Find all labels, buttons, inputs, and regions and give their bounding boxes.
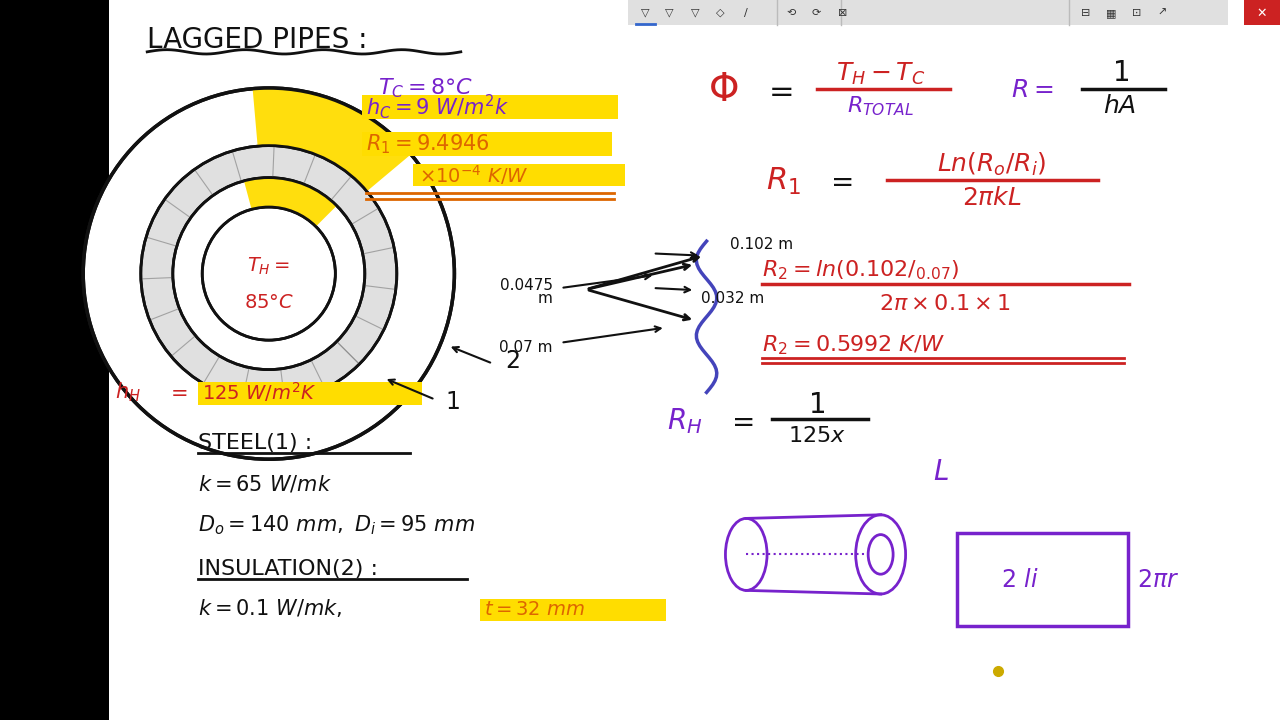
- Text: $L$: $L$: [933, 458, 948, 485]
- Bar: [362, 95, 618, 119]
- Ellipse shape: [173, 178, 365, 369]
- Ellipse shape: [202, 207, 335, 340]
- Text: ⟳: ⟳: [812, 8, 822, 18]
- Text: $125x$: $125x$: [787, 426, 846, 446]
- Text: $R = $: $R = $: [1011, 78, 1053, 102]
- Polygon shape: [252, 88, 411, 192]
- Text: $hA$: $hA$: [1103, 94, 1137, 118]
- Ellipse shape: [141, 145, 397, 402]
- Text: ◇: ◇: [717, 8, 724, 18]
- Text: $\Phi$: $\Phi$: [708, 71, 739, 109]
- Text: $125\ W/m^2K$: $125\ W/m^2K$: [202, 380, 317, 405]
- Text: $2\ li$: $2\ li$: [1001, 567, 1038, 592]
- Bar: [480, 599, 666, 621]
- Text: $h_H$: $h_H$: [115, 381, 141, 404]
- Text: ↗: ↗: [1157, 8, 1167, 18]
- Text: LAGGED PIPES :: LAGGED PIPES :: [147, 26, 367, 53]
- Text: $R_2 = ln(0.102/_{0.07})$: $R_2 = ln(0.102/_{0.07})$: [762, 258, 959, 282]
- Text: $T_H - T_C$: $T_H - T_C$: [836, 60, 925, 86]
- Text: $\times 10^{-4}\ K/W$: $\times 10^{-4}\ K/W$: [419, 163, 529, 187]
- Text: $T_H =$: $T_H =$: [247, 256, 291, 277]
- Text: $1$: $1$: [1111, 60, 1129, 87]
- Bar: [413, 164, 625, 186]
- Ellipse shape: [855, 515, 906, 594]
- Text: ▦: ▦: [1106, 8, 1116, 18]
- Text: INSULATION(2) :: INSULATION(2) :: [198, 559, 379, 579]
- Text: 0.07 m: 0.07 m: [499, 340, 553, 354]
- Bar: [362, 132, 612, 156]
- Bar: [0, 0, 109, 720]
- Text: ✕: ✕: [1257, 6, 1267, 19]
- Text: $=$: $=$: [726, 408, 754, 435]
- Text: $85°C$: $85°C$: [243, 293, 294, 312]
- Text: $1$: $1$: [808, 391, 826, 418]
- Text: m: m: [538, 292, 553, 306]
- Text: ▽: ▽: [691, 8, 699, 18]
- Text: $= $: $= $: [166, 382, 188, 402]
- Text: $t = 32\ mm$: $t = 32\ mm$: [484, 600, 585, 619]
- Text: $R_H$: $R_H$: [667, 406, 703, 436]
- Text: $2\pi kL$: $2\pi kL$: [963, 186, 1021, 210]
- Bar: [957, 533, 1128, 626]
- Text: $D_o = 140\ mm,\ D_i = 95\ mm$: $D_o = 140\ mm,\ D_i = 95\ mm$: [198, 514, 475, 537]
- Text: $R_2 = 0.5992\ K/W$: $R_2 = 0.5992\ K/W$: [762, 334, 945, 357]
- Text: $2\pi \times 0.1 \times 1$: $2\pi \times 0.1 \times 1$: [879, 294, 1010, 314]
- Text: $R_1$: $R_1$: [765, 166, 801, 197]
- Ellipse shape: [868, 534, 893, 575]
- Bar: [198, 382, 422, 405]
- Polygon shape: [244, 178, 337, 227]
- Ellipse shape: [726, 518, 767, 590]
- Text: ▽: ▽: [641, 8, 649, 18]
- Text: 2: 2: [506, 349, 521, 374]
- Text: $R_1 = 9.4946$: $R_1 = 9.4946$: [366, 132, 490, 156]
- Text: 0.0475: 0.0475: [500, 278, 553, 292]
- Text: $R_{TOTAL}$: $R_{TOTAL}$: [847, 94, 914, 117]
- Text: ⊠: ⊠: [837, 8, 847, 18]
- Text: 0.032 m: 0.032 m: [701, 291, 764, 305]
- Text: 0.102 m: 0.102 m: [730, 238, 792, 252]
- Text: $Ln(R_o/R_i)$: $Ln(R_o/R_i)$: [937, 150, 1047, 178]
- Bar: [1244, 0, 1280, 25]
- Text: ⊡: ⊡: [1132, 8, 1142, 18]
- Text: ⟲: ⟲: [786, 8, 796, 18]
- Text: $T_C = 8°C$: $T_C = 8°C$: [378, 76, 472, 99]
- Text: /: /: [745, 8, 748, 18]
- Text: $2\pi r$: $2\pi r$: [1137, 567, 1179, 592]
- Text: 1: 1: [445, 390, 461, 414]
- Ellipse shape: [83, 88, 454, 459]
- Text: ▽: ▽: [666, 8, 673, 18]
- Text: ⊟: ⊟: [1080, 8, 1091, 18]
- Bar: [628, 0, 1228, 25]
- Text: $k = 65\ W/mk$: $k = 65\ W/mk$: [198, 473, 333, 495]
- Text: $k = 0.1\ W/mk,\ $: $k = 0.1\ W/mk,\ $: [198, 598, 343, 619]
- Text: $h_C = 9\ W/m^2k$: $h_C = 9\ W/m^2k$: [366, 92, 509, 121]
- Text: $=$: $=$: [763, 76, 794, 104]
- Text: STEEL(1) :: STEEL(1) :: [198, 433, 312, 453]
- Text: $=$: $=$: [824, 168, 852, 195]
